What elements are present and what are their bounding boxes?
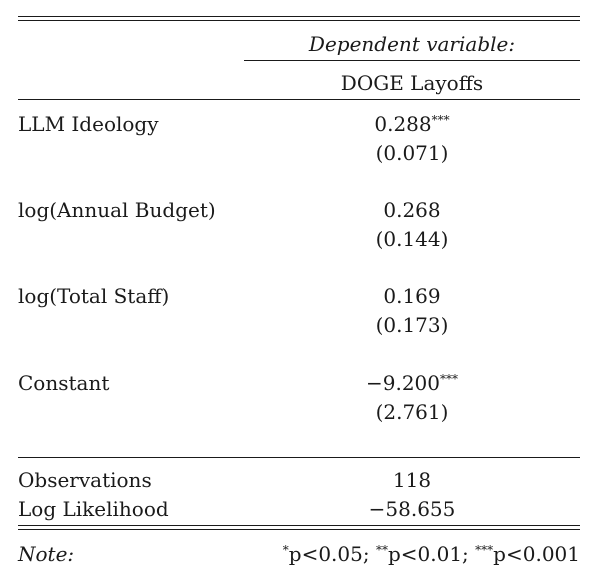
row-estimate-log-total-staff: 0.169 — [244, 284, 580, 308]
dependent-variable-label: Dependent variable: — [308, 32, 516, 56]
estimate-value: −9.200 — [365, 371, 440, 395]
row-se-llm-ideology: (0.071) — [375, 141, 449, 165]
note-text-2: p<0.01; — [387, 542, 469, 566]
bottom-rule-2 — [18, 529, 580, 530]
row-estimate-log-annual-budget: 0.268 — [244, 198, 580, 222]
note-stars-3: *** — [475, 543, 494, 557]
top-rule-2 — [18, 20, 580, 21]
stat-label-observations: Observations — [18, 468, 152, 492]
row-se-log-annual-budget: (0.144) — [375, 227, 449, 251]
note-stars-1: * — [282, 543, 289, 557]
note-text-1: p<0.05; — [288, 542, 370, 566]
row-label-log-annual-budget: log(Annual Budget) — [18, 198, 216, 222]
estimate-value: 0.169 — [383, 284, 441, 308]
header-rule — [18, 99, 580, 100]
estimate-value: 0.268 — [383, 198, 441, 222]
significance-stars: *** — [431, 113, 450, 127]
bottom-rule-1 — [18, 525, 580, 526]
top-rule-1 — [18, 16, 580, 17]
row-se-constant: (2.761) — [375, 400, 449, 424]
note-label: Note: — [18, 542, 75, 566]
dependent-variable-name: DOGE Layoffs — [340, 71, 484, 95]
row-label-llm-ideology: LLM Ideology — [18, 112, 159, 136]
header-cmidrule — [244, 60, 580, 61]
row-label-constant: Constant — [18, 371, 110, 395]
row-se-log-total-staff: (0.173) — [375, 313, 449, 337]
stat-label-log-likelihood: Log Likelihood — [18, 497, 169, 521]
significance-stars: *** — [440, 372, 458, 386]
note-significance-levels: *p<0.05; **p<0.01; ***p<0.001 — [283, 542, 580, 566]
stats-rule — [18, 457, 580, 458]
row-estimate-llm-ideology: 0.288*** — [244, 112, 580, 136]
estimate-value: 0.288 — [374, 112, 432, 136]
note-text-3: p<0.001 — [493, 542, 580, 566]
row-label-log-total-staff: log(Total Staff) — [18, 284, 170, 308]
stat-value-observations: 118 — [392, 468, 432, 492]
row-estimate-constant: −9.200*** — [244, 371, 580, 395]
stat-value-log-likelihood: −58.655 — [368, 497, 456, 521]
note-stars-2: ** — [375, 543, 388, 557]
